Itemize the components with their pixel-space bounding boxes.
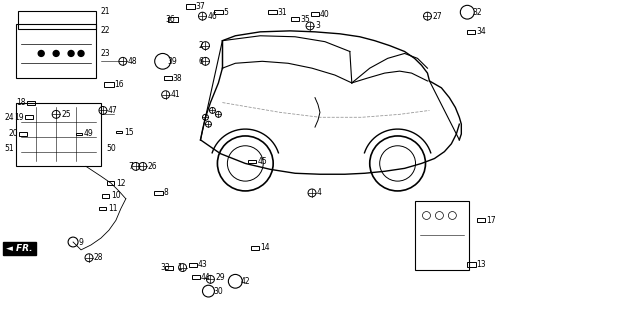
Bar: [116, 131, 122, 133]
Text: 17: 17: [486, 216, 496, 225]
Text: 16: 16: [114, 80, 124, 89]
Bar: [192, 276, 200, 279]
Bar: [108, 181, 114, 185]
Text: 6: 6: [198, 57, 203, 66]
Text: 8: 8: [164, 188, 169, 197]
Text: 40: 40: [320, 10, 330, 19]
Text: 32: 32: [472, 8, 482, 17]
Bar: [103, 194, 109, 197]
Text: ◄ FR.: ◄ FR.: [6, 244, 33, 252]
Text: 14: 14: [260, 244, 270, 252]
Circle shape: [78, 51, 84, 56]
Bar: [186, 4, 195, 9]
Text: 39: 39: [168, 57, 177, 66]
Bar: [267, 10, 277, 14]
Text: 33: 33: [160, 263, 170, 272]
Text: 15: 15: [124, 127, 134, 137]
Bar: [154, 191, 163, 195]
Text: 4: 4: [317, 188, 322, 197]
Text: 2: 2: [198, 41, 203, 50]
Text: 7: 7: [129, 162, 134, 171]
Text: 46: 46: [208, 12, 217, 20]
Text: 44: 44: [200, 273, 210, 282]
Text: 34: 34: [476, 27, 486, 36]
Text: 27: 27: [432, 12, 442, 20]
Circle shape: [68, 51, 74, 56]
Bar: [291, 17, 299, 21]
Text: 42: 42: [240, 277, 250, 286]
Text: 18: 18: [16, 98, 26, 107]
Text: 43: 43: [198, 260, 207, 269]
Bar: [251, 246, 259, 250]
Polygon shape: [3, 242, 36, 255]
Text: 26: 26: [148, 162, 157, 171]
Text: 20: 20: [8, 130, 18, 139]
Text: 47: 47: [108, 106, 118, 115]
Text: 51: 51: [4, 144, 14, 153]
Text: 35: 35: [300, 15, 310, 24]
Bar: [164, 76, 172, 80]
Text: 21: 21: [101, 7, 111, 16]
Text: 1: 1: [178, 263, 182, 272]
Text: 9: 9: [78, 237, 83, 246]
Circle shape: [38, 51, 44, 56]
Text: 11: 11: [108, 204, 118, 213]
Bar: [248, 159, 256, 164]
Bar: [100, 207, 106, 210]
Bar: [466, 262, 476, 267]
Text: 30: 30: [213, 287, 223, 296]
Text: 29: 29: [215, 273, 225, 282]
Bar: [165, 266, 173, 269]
Text: 22: 22: [101, 26, 111, 36]
Text: 38: 38: [173, 74, 182, 83]
Bar: [19, 132, 27, 136]
Text: 12: 12: [116, 179, 126, 188]
Text: 50: 50: [106, 144, 116, 153]
Bar: [26, 115, 33, 119]
Text: 3: 3: [315, 21, 320, 30]
Text: 48: 48: [128, 57, 137, 66]
Text: 36: 36: [165, 15, 175, 24]
Text: 25: 25: [61, 110, 71, 119]
Text: 49: 49: [84, 130, 94, 139]
Bar: [310, 12, 320, 16]
Text: 5: 5: [223, 8, 228, 17]
Text: 24: 24: [4, 113, 14, 122]
Text: 13: 13: [476, 260, 486, 269]
Bar: [477, 219, 485, 222]
Bar: [467, 30, 475, 34]
Text: 45: 45: [258, 157, 267, 166]
Text: 41: 41: [170, 90, 180, 99]
Bar: [104, 83, 114, 87]
Circle shape: [53, 51, 59, 56]
Bar: [214, 10, 223, 14]
Text: 23: 23: [101, 49, 111, 58]
Bar: [188, 263, 197, 267]
Bar: [168, 17, 178, 21]
Text: 10: 10: [111, 191, 121, 200]
Text: 28: 28: [94, 253, 103, 262]
Text: 31: 31: [277, 8, 287, 17]
Text: 19: 19: [14, 113, 24, 122]
Text: 37: 37: [195, 2, 205, 11]
Bar: [27, 100, 35, 105]
Bar: [76, 132, 82, 135]
